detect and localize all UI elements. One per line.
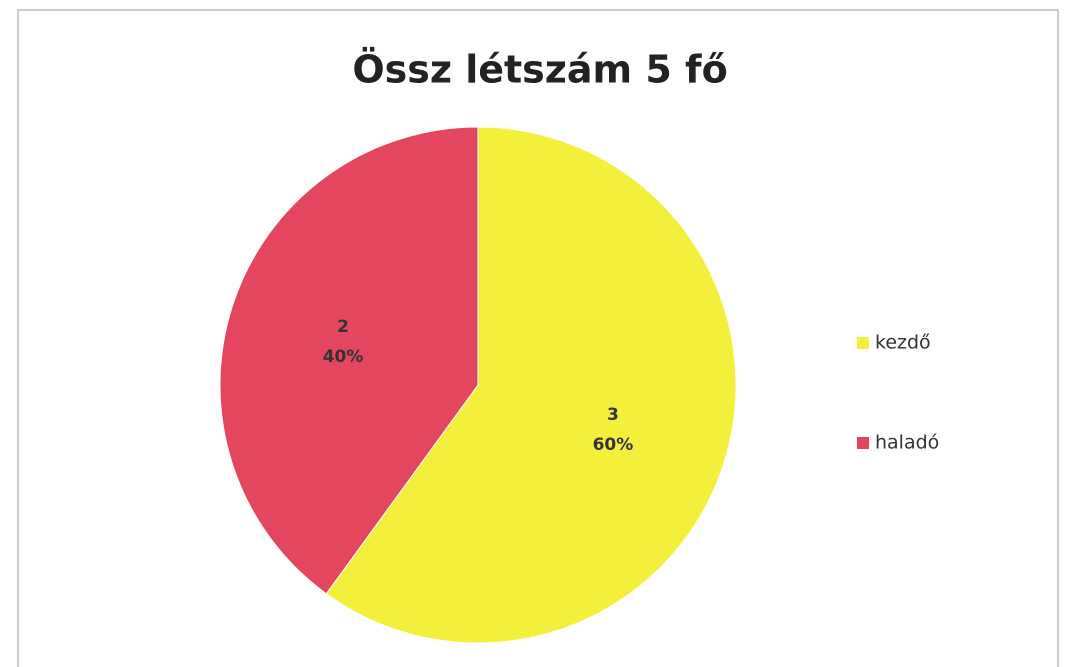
legend-swatch [857, 437, 869, 449]
data-label-percent: 60% [593, 435, 634, 455]
chart-title: Össz létszám 5 fő [352, 48, 727, 92]
data-label: 3 [607, 405, 619, 425]
legend-label: haladó [875, 432, 939, 454]
data-label: 2 [337, 317, 349, 337]
legend-swatch [857, 337, 869, 349]
pie-slice [325, 126, 737, 644]
pie-slice [219, 126, 479, 595]
legend-label: kezdő [875, 332, 931, 354]
data-label-percent: 40% [323, 347, 364, 367]
